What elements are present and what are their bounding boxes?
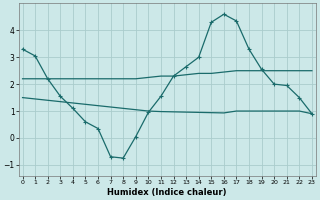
X-axis label: Humidex (Indice chaleur): Humidex (Indice chaleur) <box>108 188 227 197</box>
